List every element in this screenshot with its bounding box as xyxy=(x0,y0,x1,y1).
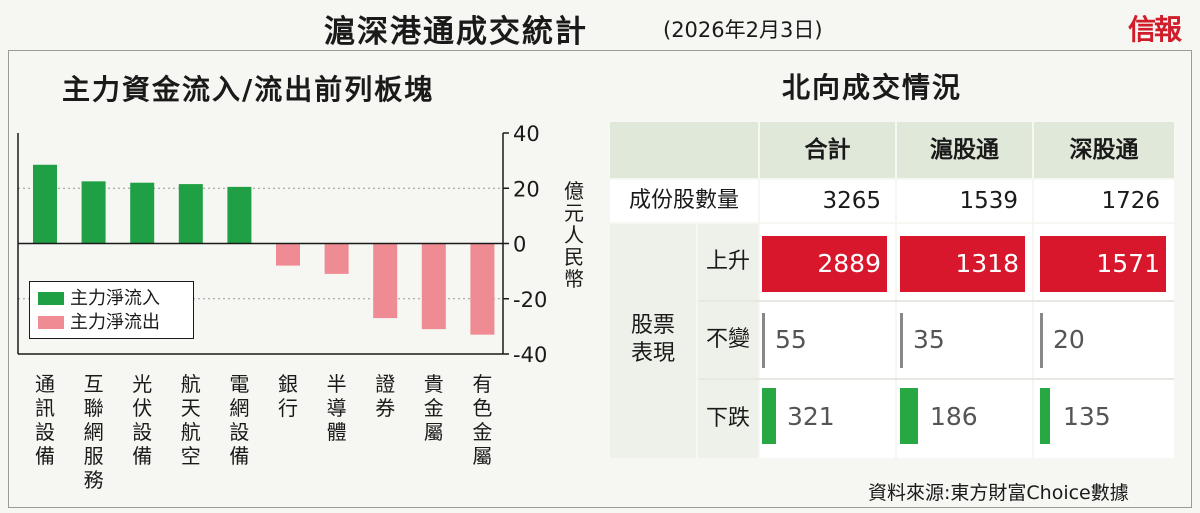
legend-swatch-inflow xyxy=(38,292,64,305)
source-note: 資料來源:東方財富Choice數據 xyxy=(868,482,1129,504)
bar-7 xyxy=(324,243,349,274)
right-panel-title: 北向成交情況 xyxy=(782,71,963,104)
down-count-shenzhen: 135 xyxy=(1063,402,1111,431)
row-label-performance: 股票表現 xyxy=(630,313,675,366)
table-header-corner xyxy=(610,122,758,178)
down-mark-total xyxy=(762,388,776,444)
bar-9 xyxy=(421,243,446,330)
bar-6 xyxy=(276,243,300,266)
row-label-up: 上升 xyxy=(698,224,758,300)
flat-mark-total xyxy=(762,313,765,368)
main-title: 滬深港通成交統計 xyxy=(324,14,588,50)
legend-item-outflow: 主力淨流出 xyxy=(38,312,160,334)
y-tick-label: 0 xyxy=(513,233,526,257)
chart-legend: 主力淨流入 主力淨流出 xyxy=(29,281,194,339)
bar-2 xyxy=(81,181,106,244)
row-label-down: 下跌 xyxy=(698,380,758,458)
constituents-shenzhen: 1726 xyxy=(1034,180,1174,222)
y-axis-unit: 億元人民幣 xyxy=(564,179,584,291)
y-tick-label: 20 xyxy=(513,177,540,201)
y-tick-labels: 40 20 0 -20 -40 xyxy=(513,122,547,367)
legend-label-outflow: 主力淨流出 xyxy=(70,312,160,333)
content-frame xyxy=(8,50,1192,508)
bar-1 xyxy=(33,164,57,244)
category-label: 互聯網服務 xyxy=(83,372,104,492)
constituents-total: 3265 xyxy=(760,180,895,222)
bar-8 xyxy=(373,243,398,319)
legend-label-inflow: 主力淨流入 xyxy=(70,288,160,309)
bar-4 xyxy=(178,184,203,244)
constituents-shanghai: 1539 xyxy=(897,180,1032,222)
category-label: 貴金屬 xyxy=(423,372,444,444)
col-header-shenzhen: 深股通 xyxy=(1034,122,1174,178)
row-label-flat: 不變 xyxy=(698,302,758,378)
row-label-constituents: 成份股數量 xyxy=(610,180,758,222)
y-tick-label: -20 xyxy=(513,288,547,312)
category-label: 銀行 xyxy=(278,372,298,420)
legend-item-inflow: 主力淨流入 xyxy=(38,288,160,310)
flat-mark-shanghai xyxy=(900,313,903,368)
title-bar: 滬深港通成交統計 (2026年2月3日) 信報 xyxy=(0,0,1200,52)
y-tick-label: 40 xyxy=(513,122,540,146)
legend-swatch-outflow xyxy=(38,316,64,329)
col-header-total: 合計 xyxy=(760,122,895,178)
up-count-total: 2889 xyxy=(762,236,887,292)
bar-3 xyxy=(130,182,155,244)
publisher-logo: 信報 xyxy=(1128,13,1182,46)
category-label: 半導體 xyxy=(326,372,347,444)
flat-mark-shenzhen xyxy=(1040,313,1043,368)
flat-count-shenzhen: 20 xyxy=(1053,325,1085,354)
flat-count-total: 55 xyxy=(775,325,807,354)
category-label: 光伏設備 xyxy=(132,372,153,468)
report-date: (2026年2月3日) xyxy=(663,18,823,42)
bar-5 xyxy=(227,186,252,244)
row-divider xyxy=(698,378,1174,380)
up-count-shenzhen: 1571 xyxy=(1040,236,1166,292)
bar-10 xyxy=(470,243,495,335)
left-panel-title: 主力資金流入/流出前列板塊 xyxy=(62,73,435,106)
flat-count-shanghai: 35 xyxy=(913,325,945,354)
row-divider xyxy=(698,300,1174,302)
performance-label-cell xyxy=(610,224,696,458)
col-header-shanghai: 滬股通 xyxy=(897,122,1032,178)
down-count-total: 321 xyxy=(787,402,835,431)
category-label: 通訊設備 xyxy=(35,372,55,468)
down-count-shanghai: 186 xyxy=(930,402,978,431)
chart-bars xyxy=(33,164,495,335)
category-label: 有色金屬 xyxy=(472,372,493,468)
up-count-shanghai: 1318 xyxy=(900,236,1025,292)
category-label: 電網設備 xyxy=(229,372,250,468)
category-label: 航天航空 xyxy=(180,372,201,468)
down-mark-shanghai xyxy=(900,388,918,444)
y-tick-label: -40 xyxy=(513,343,547,367)
down-mark-shenzhen xyxy=(1040,388,1050,444)
chart-axes xyxy=(17,132,509,355)
category-label: 證券 xyxy=(375,372,396,420)
